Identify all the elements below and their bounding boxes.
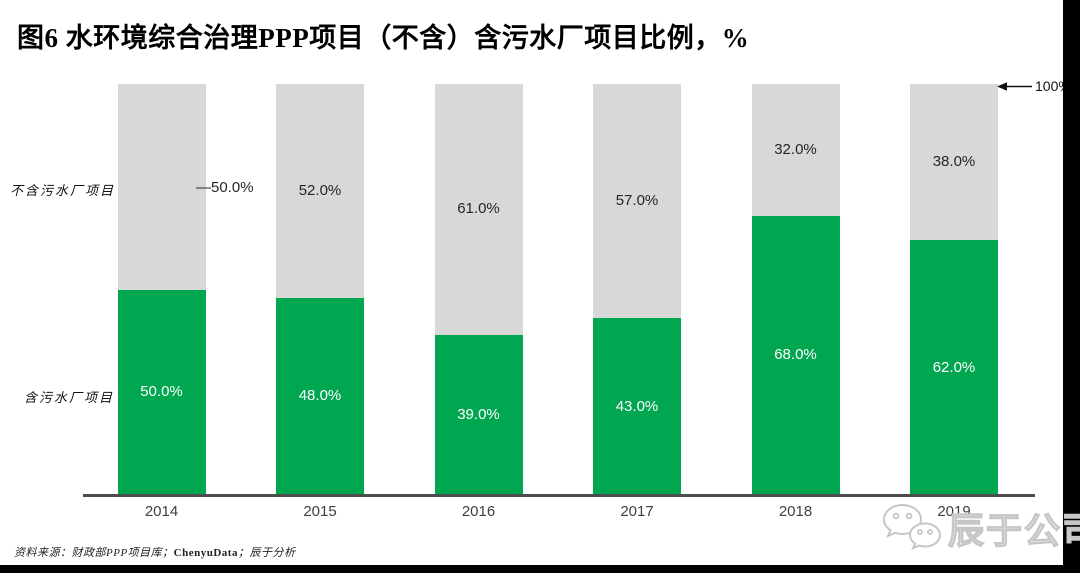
green-value-label-2015: 48.0% — [298, 387, 342, 405]
segment-green-2014: 50.0% — [117, 289, 206, 495]
bar-2016: 61.0% 39.0% — [434, 84, 523, 495]
segment-gray-2017: 57.0% — [593, 84, 681, 319]
chart-title: 图6 水环境综合治理PPP项目（不含）含污水厂项目比例，% — [17, 23, 750, 53]
source-prefix: 资料来源：财政部PPP项目库； — [14, 547, 174, 559]
right-black-edge — [1063, 0, 1080, 573]
x-tick-2015: 2015 — [303, 503, 337, 520]
source-note: 资料来源：财政部PPP项目库；ChenyuData；辰于分析 — [14, 544, 295, 560]
series-label-incl-sewage: 含污水厂项目 — [24, 390, 115, 405]
green-value-label-2019: 62.0% — [932, 358, 976, 376]
segment-gray-2018: 32.0% — [751, 84, 840, 216]
segment-gray-2019: 38.0% — [910, 84, 998, 241]
bar-2017: 57.0% 43.0% — [593, 84, 681, 495]
series-label-excl-sewage: 不含污水厂项目 — [10, 183, 116, 198]
gray-value-label-2019: 38.0% — [932, 153, 976, 171]
x-axis-line — [83, 494, 1035, 497]
x-tick-2018: 2018 — [778, 503, 813, 520]
green-value-label-2018: 68.0% — [774, 346, 817, 364]
bar-2018: 32.0% 68.0% — [751, 84, 840, 495]
segment-green-2017: 43.0% — [593, 318, 681, 495]
x-tick-2019: 2019 — [937, 503, 971, 520]
source-suffix: ；辰于分析 — [237, 547, 296, 559]
gray-value-label-2018: 32.0% — [774, 140, 817, 158]
bar-2014: 50.0% — [117, 84, 206, 495]
bar-2015: 52.0% 48.0% — [276, 84, 364, 495]
x-tick-2017: 2017 — [620, 503, 654, 520]
segment-green-2019: 62.0% — [910, 240, 998, 495]
green-value-label-2014: 50.0% — [140, 383, 183, 401]
green-value-label-2017: 43.0% — [615, 397, 659, 415]
segment-green-2015: 48.0% — [276, 297, 364, 495]
axis-max-label: 100% — [1035, 78, 1071, 94]
x-tick-2016: 2016 — [461, 503, 496, 520]
green-value-label-2016: 39.0% — [457, 405, 500, 423]
left-arrow-icon — [997, 80, 1033, 98]
segment-green-2016: 39.0% — [434, 334, 523, 495]
bar-2019: 38.0% 62.0% — [910, 84, 998, 495]
wechat-icon — [880, 502, 944, 559]
gray-value-label-2017: 57.0% — [615, 192, 659, 210]
segment-green-2018: 68.0% — [751, 215, 840, 495]
source-brand: ChenyuData — [173, 547, 238, 559]
segment-gray-2016: 61.0% — [434, 84, 523, 335]
company-watermark: 辰于公司 — [880, 502, 1080, 559]
bottom-black-edge — [0, 565, 1080, 573]
gray-value-label-2016: 61.0% — [457, 200, 500, 218]
segment-gray-2014 — [117, 84, 206, 290]
callout-2014-gray-value: —50.0% — [196, 179, 254, 196]
segment-gray-2015: 52.0% — [276, 84, 364, 298]
watermark-company-name: 辰于公司 — [947, 509, 1080, 551]
gray-value-label-2015: 52.0% — [298, 181, 342, 199]
x-tick-2014: 2014 — [144, 503, 179, 520]
